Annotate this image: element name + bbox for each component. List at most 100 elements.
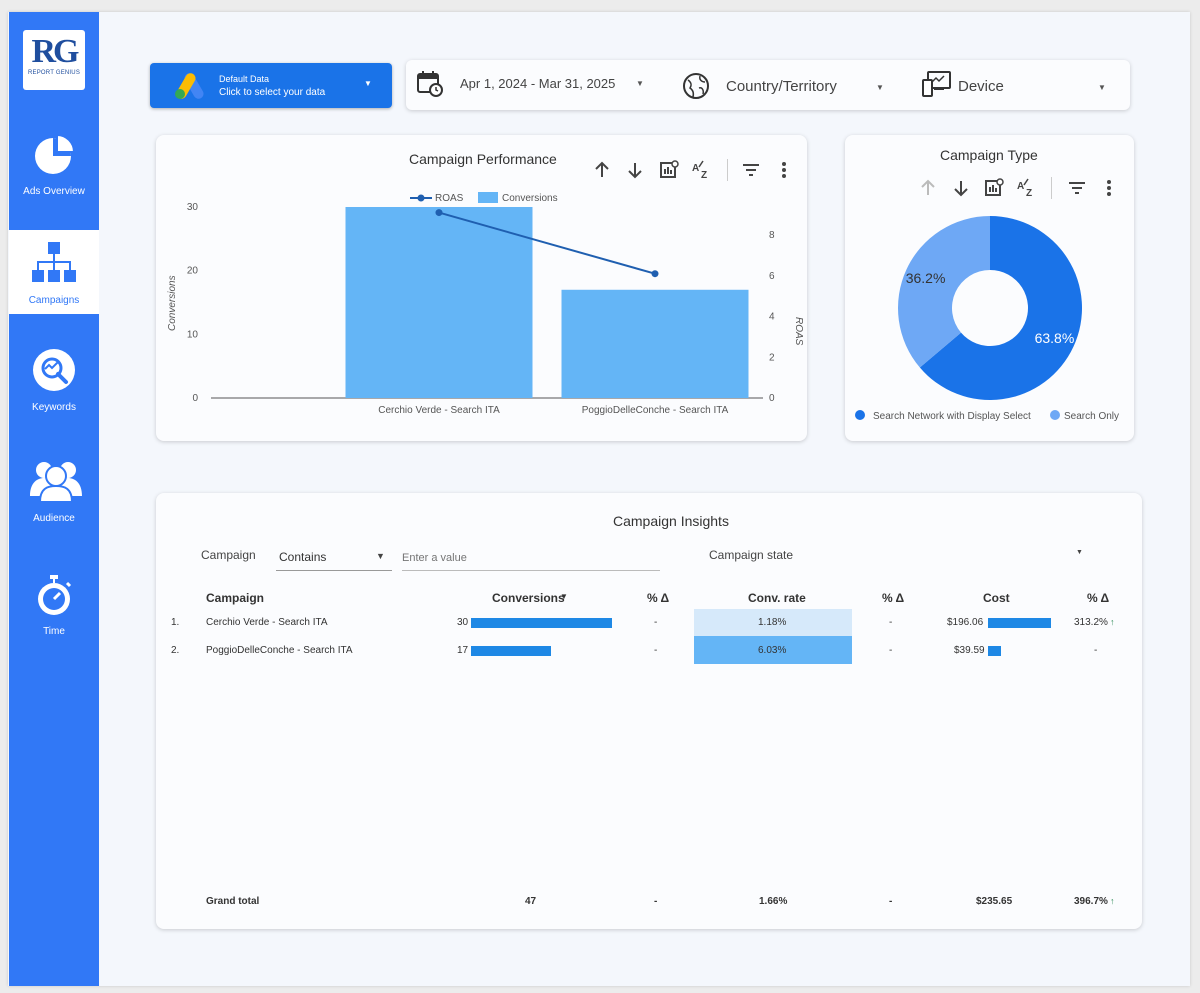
y2-tick-label: 4 — [769, 312, 775, 323]
devices-icon — [922, 71, 951, 97]
svg-text:A: A — [1017, 181, 1024, 192]
chevron-down-icon: ▼ — [1098, 83, 1106, 92]
legend-conversions-label: Conversions — [502, 193, 558, 204]
y2-tick-label: 6 — [769, 271, 775, 282]
sort-ascending-icon[interactable] — [917, 177, 939, 199]
svg-text:Z: Z — [701, 170, 707, 181]
toolbar-divider — [1051, 177, 1052, 199]
campaign-insights-card: Campaign Insights Campaign Contains ▼ Ca… — [156, 493, 1142, 929]
google-ads-icon — [175, 73, 204, 99]
conversions-bar — [345, 207, 533, 398]
table-row[interactable]: 2. PoggioDelleConche - Search ITA 17 - 6… — [156, 636, 1142, 664]
chevron-down-icon: ▼ — [376, 551, 385, 561]
col-header-conversions[interactable]: Conversions — [492, 591, 565, 605]
device-filter[interactable]: Device ▼ — [920, 70, 1120, 100]
sort-descending-icon[interactable] — [950, 177, 972, 199]
y2-axis-label: ROAS — [793, 317, 804, 346]
more-vert-icon[interactable] — [1098, 177, 1120, 199]
filter-icon[interactable] — [740, 159, 762, 181]
chevron-down-icon: ▼ — [876, 83, 884, 92]
sort-descending-icon[interactable] — [624, 159, 646, 181]
y-axis-label: Conversions — [167, 275, 178, 331]
legend-label-display-select: Search Network with Display Select — [873, 411, 1031, 422]
svg-text:Z: Z — [1026, 188, 1032, 199]
cost-bar — [988, 646, 1001, 656]
sort-ascending-icon[interactable] — [591, 159, 613, 181]
country-filter[interactable]: Country/Territory ▼ — [680, 70, 890, 100]
chart-settings-icon[interactable] — [658, 159, 680, 181]
pie-chart-icon — [35, 133, 76, 174]
report-genius-logo[interactable]: RG REPORT GENIUS — [23, 30, 85, 90]
roas-line — [438, 211, 656, 275]
chart-title: Campaign Performance — [409, 151, 557, 167]
org-chart-icon — [32, 242, 76, 282]
donut-slice — [919, 216, 1082, 400]
sort-az-icon[interactable]: AZ — [1016, 177, 1038, 199]
y-tick-label: 20 — [187, 266, 199, 277]
trend-up-icon: ↑ — [1110, 617, 1115, 627]
date-range-picker[interactable]: Apr 1, 2024 - Mar 31, 2025 ▼ — [414, 70, 644, 100]
table-row[interactable]: 1. Cerchio Verde - Search ITA 30 - 1.18%… — [156, 608, 1142, 636]
y2-tick-label: 8 — [769, 230, 775, 241]
chart-settings-icon[interactable] — [983, 177, 1005, 199]
cost-bar — [988, 618, 1051, 628]
sidebar-item-keywords[interactable]: Keywords — [9, 347, 99, 427]
campaign-state-select[interactable]: Campaign state ▼ — [709, 548, 1083, 562]
chevron-down-icon: ▼ — [1076, 549, 1083, 556]
col-header-campaign[interactable]: Campaign — [206, 591, 265, 605]
col-header-conv-rate[interactable]: Conv. rate — [748, 591, 806, 605]
calendar-clock-icon — [417, 71, 443, 97]
y2-tick-label: 0 — [769, 393, 775, 404]
y-tick-label: 30 — [187, 202, 199, 213]
svg-text:A: A — [692, 163, 699, 174]
campaign-performance-chart: ROAS Conversions Conversions ROAS 010203… — [167, 192, 804, 416]
col-header-pct-delta-conv-rate[interactable]: % Δ — [882, 591, 905, 605]
x-tick-label: Cerchio Verde - Search ITA — [378, 405, 500, 416]
conv-rate-heat-cell: 6.03% — [694, 636, 852, 664]
conv-rate-heat-cell: 1.18% — [694, 609, 852, 636]
sidebar-item-time[interactable]: Time — [9, 575, 99, 645]
campaign-filter-label: Campaign — [201, 548, 256, 562]
sort-az-icon[interactable]: AZ — [691, 159, 713, 181]
table-title: Campaign Insights — [613, 513, 729, 529]
donut-slice — [898, 216, 990, 368]
legend-swatch-display-select — [855, 410, 865, 420]
legend-label-search-only: Search Only — [1064, 411, 1119, 422]
col-header-pct-delta-cost[interactable]: % Δ — [1087, 591, 1110, 605]
sidebar-item-audience[interactable]: Audience — [9, 456, 99, 536]
grand-total-row: Grand total 47 - 1.66% - $235.65 396.7% … — [206, 896, 1115, 907]
filter-bar: Apr 1, 2024 - Mar 31, 2025 ▼ Country/Ter… — [406, 60, 1130, 110]
col-header-pct-delta-conversions[interactable]: % Δ — [647, 591, 670, 605]
legend-swatch-search-only — [1050, 410, 1060, 420]
donut-slice-label: 36.2% — [906, 270, 946, 286]
trend-up-icon: ↑ — [1110, 896, 1115, 906]
legend-roas-label: ROAS — [435, 193, 464, 204]
legend-conversions-swatch — [478, 192, 498, 203]
sort-desc-caret-icon: ▼ — [560, 592, 568, 601]
col-header-cost[interactable]: Cost — [983, 591, 1010, 605]
roas-point — [435, 209, 443, 217]
data-source-selector[interactable]: Default Data Click to select your data ▼ — [150, 63, 392, 108]
toolbar-divider — [727, 159, 728, 181]
filter-operator-select[interactable]: Contains ▼ — [276, 545, 392, 571]
filter-icon[interactable] — [1066, 177, 1088, 199]
roas-point — [651, 270, 659, 278]
chevron-down-icon: ▼ — [636, 79, 644, 88]
more-vert-icon[interactable] — [773, 159, 795, 181]
filter-value-input[interactable] — [402, 545, 660, 571]
sidebar: RG REPORT GENIUS Ads Overview Campaigns — [9, 12, 99, 986]
y-tick-label: 0 — [192, 393, 198, 404]
sidebar-item-ads-overview[interactable]: Ads Overview — [9, 127, 99, 217]
conversions-bar — [561, 289, 749, 398]
y2-tick-label: 2 — [769, 352, 775, 363]
sidebar-item-campaigns[interactable]: Campaigns — [9, 230, 99, 314]
campaign-type-donut: 63.8% 36.2% Search Network with Display S… — [855, 216, 1119, 422]
chart-title: Campaign Type — [940, 147, 1038, 163]
donut-slice-label: 63.8% — [1035, 330, 1075, 346]
conversions-bar — [471, 618, 612, 628]
users-icon — [30, 462, 82, 503]
y-tick-label: 10 — [187, 329, 199, 340]
magnifier-icon — [33, 349, 75, 391]
x-tick-label: PoggioDelleConche - Search ITA — [582, 405, 729, 416]
